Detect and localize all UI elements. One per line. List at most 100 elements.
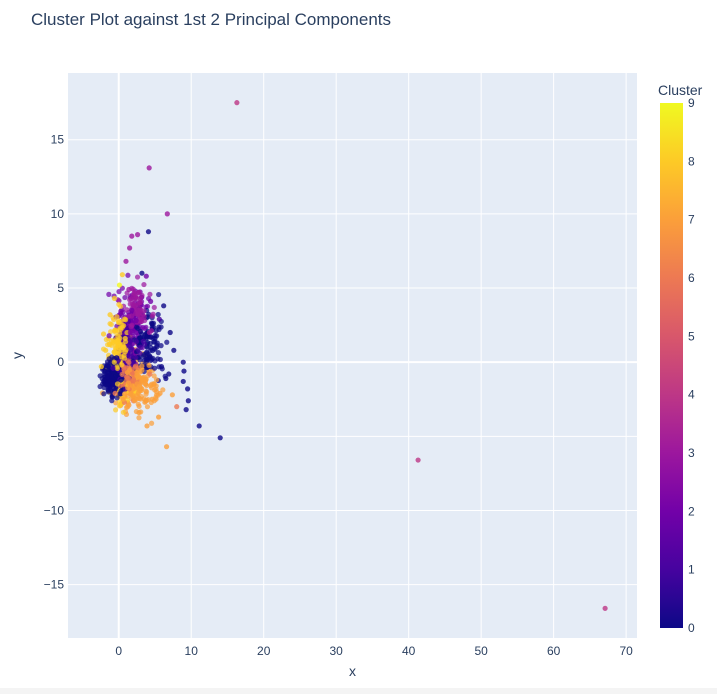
data-point xyxy=(144,423,150,429)
cluster-point xyxy=(120,409,126,415)
data-point xyxy=(184,386,191,392)
data-point xyxy=(129,383,136,389)
cluster-point xyxy=(153,328,159,334)
data-point xyxy=(126,286,132,293)
cluster-point xyxy=(97,383,103,390)
cluster-point xyxy=(156,291,162,298)
cluster-point xyxy=(111,316,117,323)
data-point xyxy=(119,347,125,353)
x-tick-label: 30 xyxy=(330,644,344,658)
data-point xyxy=(415,457,421,463)
y-tick-label: −15 xyxy=(44,578,65,592)
data-point xyxy=(119,272,125,278)
cluster-point xyxy=(126,359,132,366)
cluster-point xyxy=(152,387,158,393)
cluster-point xyxy=(146,329,153,336)
data-point xyxy=(602,605,608,611)
cluster-point xyxy=(141,308,147,314)
cluster-point xyxy=(105,382,111,388)
data-point xyxy=(120,396,126,402)
cluster-point xyxy=(138,329,144,335)
cluster-point xyxy=(116,403,123,409)
cluster-point xyxy=(146,362,152,368)
y-tick-label: 0 xyxy=(57,355,64,369)
y-axis-title: y xyxy=(9,352,25,359)
cluster-point xyxy=(129,392,135,398)
y-tick-label: −10 xyxy=(44,503,65,517)
cluster-point xyxy=(124,307,130,313)
cluster-point xyxy=(114,395,120,401)
cluster-point xyxy=(123,317,129,323)
data-point xyxy=(166,371,172,377)
data-point xyxy=(122,335,128,342)
data-point xyxy=(156,414,162,420)
data-point xyxy=(137,313,144,319)
data-point xyxy=(174,404,180,410)
data-point xyxy=(138,386,144,392)
cluster-point xyxy=(164,339,170,345)
data-point xyxy=(100,331,107,337)
data-point xyxy=(134,232,141,238)
tick-labels: 0 10 20 30 40 50 60 70 −15 −10 −5 0 5 10 15 xyxy=(44,133,633,658)
cluster-point xyxy=(155,311,161,318)
data-point xyxy=(164,211,170,217)
data-point xyxy=(156,316,162,322)
data-point xyxy=(132,398,138,404)
colorbar-tick-label: 3 xyxy=(688,446,695,460)
colorbar-tick-label: 4 xyxy=(688,388,695,402)
x-tick-label: 0 xyxy=(115,644,122,658)
data-point xyxy=(129,233,135,239)
cluster-point xyxy=(155,356,161,362)
cluster-point xyxy=(129,313,135,319)
data-point xyxy=(180,359,186,365)
cluster-point xyxy=(154,344,160,350)
cluster-point xyxy=(118,310,124,317)
data-point xyxy=(180,378,186,385)
data-point xyxy=(157,390,163,396)
chart-title: Cluster Plot against 1st 2 Principal Com… xyxy=(31,10,392,29)
cluster-point xyxy=(132,363,139,369)
cluster-point xyxy=(139,367,145,374)
x-tick-label: 70 xyxy=(619,644,633,658)
data-point xyxy=(104,374,110,380)
cluster-point xyxy=(137,335,143,341)
data-point xyxy=(145,229,152,235)
cluster-point xyxy=(129,322,135,328)
cluster-point xyxy=(104,362,110,368)
x-tick-label: 40 xyxy=(402,644,416,658)
data-point xyxy=(136,409,142,416)
data-point xyxy=(181,368,187,374)
cluster-point xyxy=(151,373,157,379)
cluster-point xyxy=(135,401,141,407)
cluster-point xyxy=(141,313,147,320)
cluster-point xyxy=(141,281,147,288)
colorbar-ticks: 0 1 2 3 4 5 6 7 8 9 xyxy=(688,96,695,635)
data-point xyxy=(124,369,131,376)
cluster-point xyxy=(106,291,112,297)
data-point xyxy=(158,364,165,370)
cluster-point xyxy=(107,341,113,348)
colorbar-tick-label: 5 xyxy=(688,329,695,343)
cluster-point xyxy=(160,387,166,393)
cluster-point xyxy=(133,355,139,361)
colorbar-tick-label: 9 xyxy=(688,96,695,110)
x-tick-label: 10 xyxy=(185,644,199,658)
cluster-point xyxy=(148,420,155,426)
cluster-point xyxy=(134,274,141,280)
cluster-point xyxy=(137,396,144,402)
cluster-point xyxy=(119,371,125,377)
cluster-point xyxy=(113,344,119,350)
cluster-point xyxy=(147,291,153,297)
cluster-point xyxy=(137,300,143,306)
data-point xyxy=(183,407,189,413)
cluster-point xyxy=(107,321,113,327)
data-point xyxy=(118,377,124,383)
data-point xyxy=(133,318,139,324)
cluster-point xyxy=(117,303,124,309)
bottom-strip xyxy=(0,688,717,694)
cluster-point xyxy=(158,343,164,349)
cluster-point xyxy=(127,297,133,303)
data-point xyxy=(143,356,149,362)
